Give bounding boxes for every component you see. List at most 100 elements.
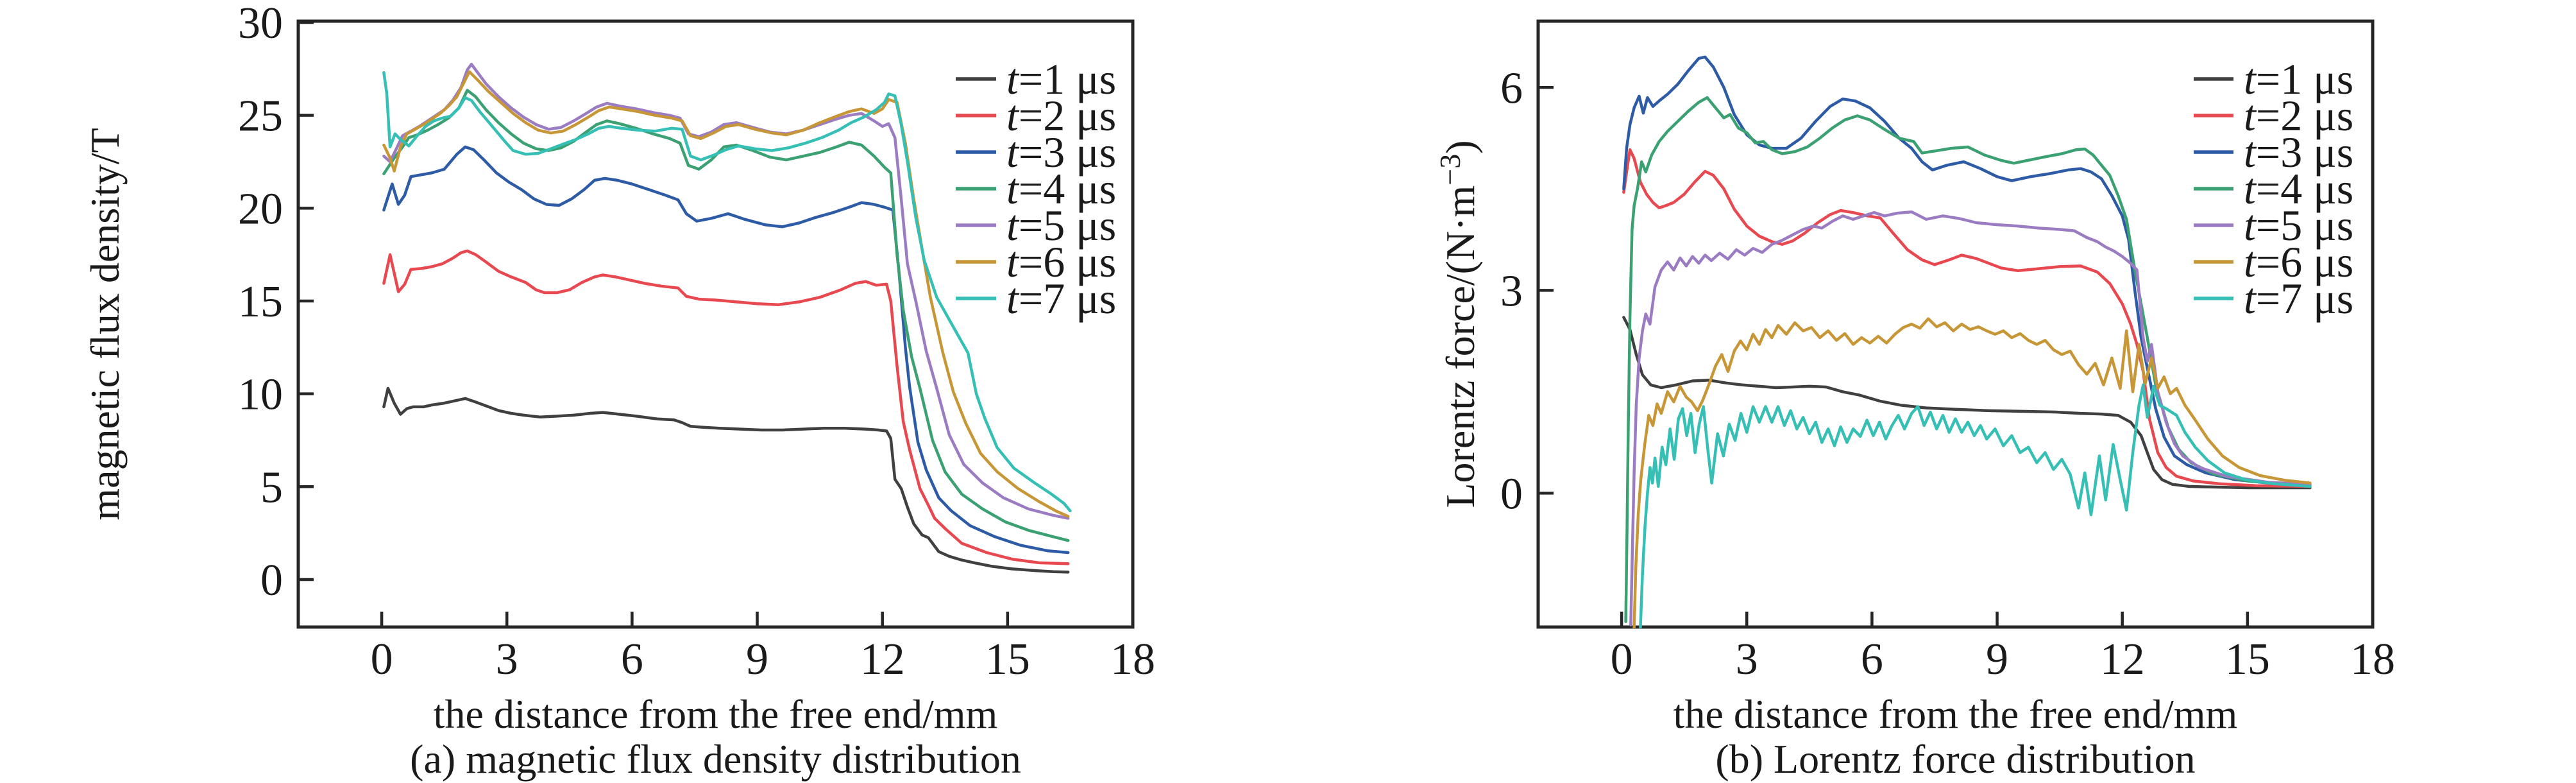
legend-label-rest: =2 μs xyxy=(2256,91,2353,140)
y-axis-label-text: ) xyxy=(1437,140,1483,153)
x-tick-label: 0 xyxy=(1611,635,1633,684)
x-tick-label: 12 xyxy=(2100,635,2145,684)
legend-label-t6: t=6 μs xyxy=(1006,237,1116,286)
series-line-t1 xyxy=(1622,316,2312,490)
legend-item-t3: t=3 μs xyxy=(2194,128,2353,176)
x-tick-label: 0 xyxy=(371,635,393,684)
series-line-t6 xyxy=(1632,317,2312,628)
y-tick-label: 25 xyxy=(238,92,283,141)
y-axis-label: Lorentz force/(N·m−3) xyxy=(1434,140,1483,508)
legend-label-t2: t=2 μs xyxy=(2244,91,2353,140)
legend-item-t2: t=2 μs xyxy=(2194,91,2353,140)
legend-label-rest: =3 μs xyxy=(1019,128,1116,176)
legend-label-t3: t=3 μs xyxy=(2244,128,2353,176)
series-line-t7 xyxy=(382,71,1072,513)
legend-label-var: t xyxy=(1006,274,1020,323)
plot-frame xyxy=(296,19,1135,629)
legend-label-var: t xyxy=(2244,91,2257,140)
legend-item-t6: t=6 μs xyxy=(2194,237,2353,286)
legend-item-t5: t=5 μs xyxy=(956,201,1116,250)
legend-item-t5: t=5 μs xyxy=(2194,201,2353,250)
legend-label-var: t xyxy=(1006,164,1020,213)
legend-label-var: t xyxy=(1006,237,1020,286)
x-tick-label: 9 xyxy=(1986,635,2008,684)
legend-label-t7: t=7 μs xyxy=(2244,274,2353,323)
caption-b: (b) Lorentz force distribution xyxy=(1715,736,2196,782)
legend-label-t5: t=5 μs xyxy=(1006,201,1116,250)
legend-item-t6: t=6 μs xyxy=(956,237,1116,286)
legend-label-t1: t=1 μs xyxy=(1006,55,1116,103)
legend-label-var: t xyxy=(2244,164,2257,213)
series-line-t6 xyxy=(382,70,1070,518)
legend-label-rest: =1 μs xyxy=(2256,55,2353,103)
x-tick-label: 6 xyxy=(1861,635,1883,684)
y-axis-label-superscript: −3 xyxy=(1434,154,1466,185)
legend-item-t4: t=4 μs xyxy=(956,164,1116,213)
legend-label-rest: =5 μs xyxy=(1019,201,1116,250)
series-line-t2 xyxy=(1622,148,2312,488)
x-tick-label: 15 xyxy=(985,635,1030,684)
series-line-t1 xyxy=(382,386,1070,574)
x-axis-label-a: the distance from the free end/mm xyxy=(433,691,998,737)
legend-label-var: t xyxy=(1006,91,1020,140)
x-tick-label: 6 xyxy=(621,635,643,684)
y-tick-label: 10 xyxy=(238,370,283,420)
y-tick-label: 15 xyxy=(238,277,283,327)
legend-label-var: t xyxy=(1006,128,1020,176)
legend-label-rest: =6 μs xyxy=(1019,237,1116,286)
y-tick-label: 0 xyxy=(1500,469,1523,519)
legend-item-t1: t=1 μs xyxy=(956,55,1116,103)
y-axis-label: magnetic flux density/T xyxy=(82,128,128,520)
series-line-t4 xyxy=(382,89,1070,542)
y-tick-label: 6 xyxy=(1500,64,1523,113)
legend-label-rest: =3 μs xyxy=(2256,128,2353,176)
series-line-t5 xyxy=(1629,210,2312,627)
legend-label-t3: t=3 μs xyxy=(1006,128,1116,176)
series-line-t2 xyxy=(382,249,1070,565)
legend-label-var: t xyxy=(2244,128,2257,176)
legend-label-var: t xyxy=(1006,201,1020,250)
legend-label-rest: =7 μs xyxy=(2256,274,2353,323)
legend-label-t1: t=1 μs xyxy=(2244,55,2353,103)
y-tick-label: 3 xyxy=(1500,266,1523,316)
caption-a: (a) magnetic flux density distribution xyxy=(410,736,1021,782)
y-tick-label: 30 xyxy=(238,0,283,48)
series-line-t4 xyxy=(1624,96,2312,623)
legend-label-var: t xyxy=(2244,237,2257,286)
legend-item-t2: t=2 μs xyxy=(956,91,1116,140)
plot-frame xyxy=(1536,19,2375,629)
legend-label-rest: =4 μs xyxy=(2256,164,2353,213)
legend-label-t4: t=4 μs xyxy=(2244,164,2353,213)
series-line-t3 xyxy=(382,145,1070,555)
legend-label-var: t xyxy=(2244,55,2257,103)
x-tick-label: 3 xyxy=(1736,635,1758,684)
legend-label-rest: =7 μs xyxy=(1019,274,1116,323)
legend-label-rest: =4 μs xyxy=(1019,164,1116,213)
x-axis-label-b: the distance from the free end/mm xyxy=(1673,691,2238,737)
x-tick-label: 9 xyxy=(746,635,768,684)
legend-label-t7: t=7 μs xyxy=(1006,274,1116,323)
legend-label-rest: =6 μs xyxy=(2256,237,2353,286)
y-tick-label: 5 xyxy=(260,463,283,512)
legend-label-var: t xyxy=(1006,55,1020,103)
x-tick-label: 3 xyxy=(496,635,518,684)
legend-label-rest: =5 μs xyxy=(2256,201,2353,250)
legend-item-t1: t=1 μs xyxy=(2194,55,2353,103)
series-line-t7 xyxy=(1639,383,2312,628)
x-tick-label: 18 xyxy=(2350,635,2395,684)
series-line-t5 xyxy=(382,62,1070,520)
x-tick-label: 18 xyxy=(1110,635,1155,684)
legend-label-rest: =2 μs xyxy=(1019,91,1116,140)
x-tick-label: 15 xyxy=(2225,635,2270,684)
legend-item-t7: t=7 μs xyxy=(2194,274,2353,323)
legend-label-var: t xyxy=(2244,201,2257,250)
legend-label-t4: t=4 μs xyxy=(1006,164,1116,213)
legend-item-t3: t=3 μs xyxy=(956,128,1116,176)
series-line-t3 xyxy=(1622,55,2312,487)
legend-label-rest: =1 μs xyxy=(1019,55,1116,103)
y-tick-label: 20 xyxy=(238,184,283,234)
legend-label-t5: t=5 μs xyxy=(2244,201,2353,250)
